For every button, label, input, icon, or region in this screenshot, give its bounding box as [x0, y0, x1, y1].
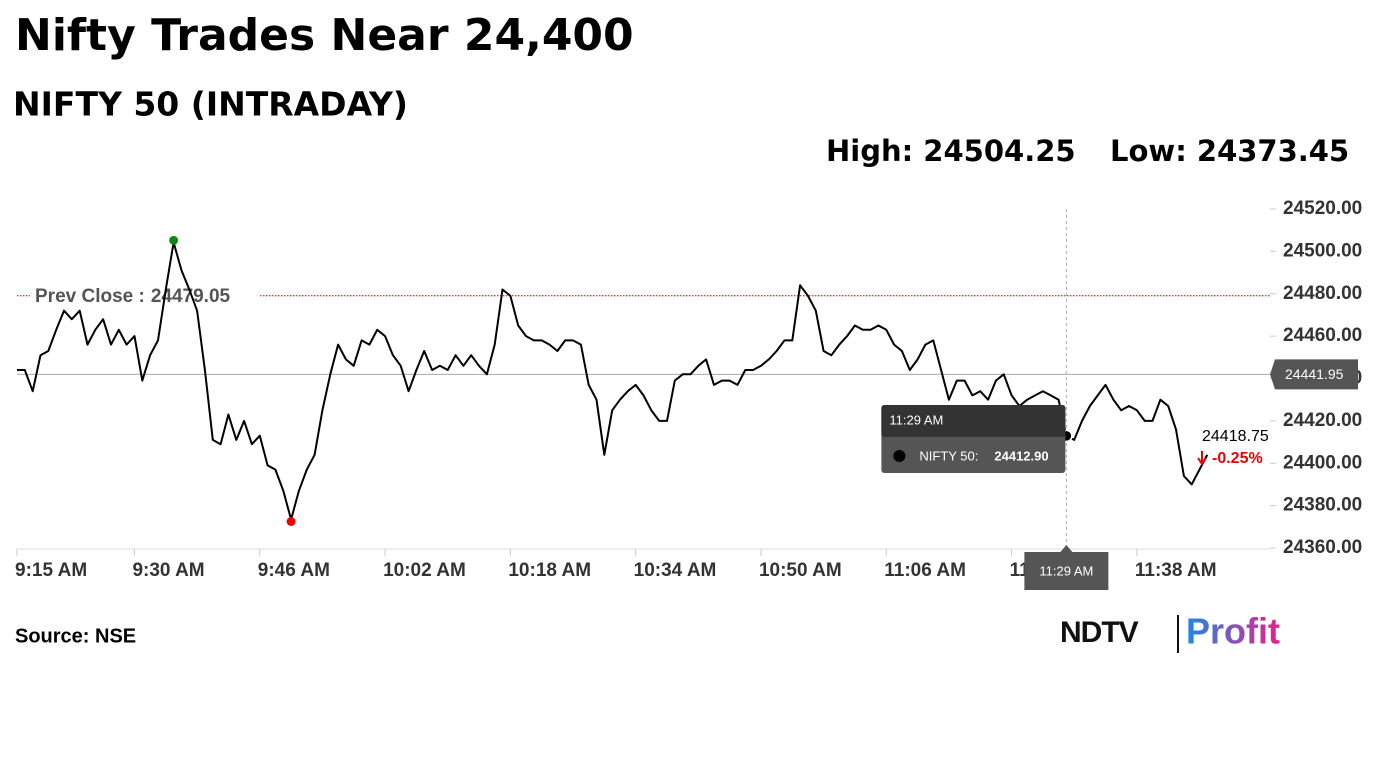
x-tick-label: 9:30 AM [132, 560, 204, 581]
y-tick-label: 24460.00 [1283, 325, 1362, 346]
x-tick-label: 9:15 AM [15, 560, 87, 581]
x-tick-label: 10:02 AM [383, 560, 466, 581]
x-tick-label: 10:18 AM [508, 560, 591, 581]
price-line [17, 241, 1209, 521]
logo-product: Profit [1186, 611, 1280, 652]
low-stat: Low: 24373.45 [1110, 134, 1349, 168]
y-tick-label: 24480.00 [1283, 283, 1362, 304]
chart-title: Nifty Trades Near 24,400 [15, 10, 634, 61]
y-tick-label: 24380.00 [1283, 495, 1362, 516]
last-price: 24418.75 [1202, 428, 1269, 445]
prev-close-text: Prev Close : 24479.05 [35, 286, 231, 307]
x-badge [1024, 545, 1109, 590]
y-badge [1270, 359, 1358, 390]
prev-close-value: 24479.05 [151, 286, 231, 307]
tooltip-time: 11:29 AM [889, 412, 943, 427]
change: -0.25% [1212, 450, 1263, 467]
x-tick-label: 10:34 AM [634, 560, 717, 581]
low-marker [286, 517, 296, 527]
y-tick-label: 24360.00 [1283, 537, 1362, 558]
y-tick-label: 24500.00 [1283, 240, 1362, 261]
tooltip-head [881, 405, 1066, 437]
x-tick-label: 11:06 AM [884, 560, 966, 581]
y-tick-label: 24400.00 [1283, 452, 1362, 473]
tooltip-label: NIFTY 50: [919, 448, 978, 463]
high-stat: High: 24504.25 [826, 134, 1076, 168]
x-tick-label: 9:46 AM [258, 560, 330, 581]
x-tick-label: 11:38 AM [1135, 560, 1217, 581]
x-tick-label: 10:50 AM [759, 560, 842, 581]
x-badge-time: 11:29 AM [1039, 563, 1093, 578]
down-arrow [1197, 451, 1207, 466]
y-tick-label: 24520.00 [1283, 198, 1362, 219]
prev-close-bg [30, 283, 260, 308]
tooltip-dot [893, 450, 906, 462]
high-marker [169, 235, 179, 245]
prev-close-label: Prev Close : [35, 286, 145, 307]
tooltip-value: 24412.90 [994, 448, 1048, 463]
chart-subtitle: NIFTY 50 (INTRADAY) [13, 85, 408, 124]
y-tick-label: 24420.00 [1283, 410, 1362, 431]
y-badge-value: 24441.95 [1285, 366, 1344, 382]
logo-brand: NDTV [1060, 616, 1139, 649]
source: Source: NSE [15, 625, 136, 647]
